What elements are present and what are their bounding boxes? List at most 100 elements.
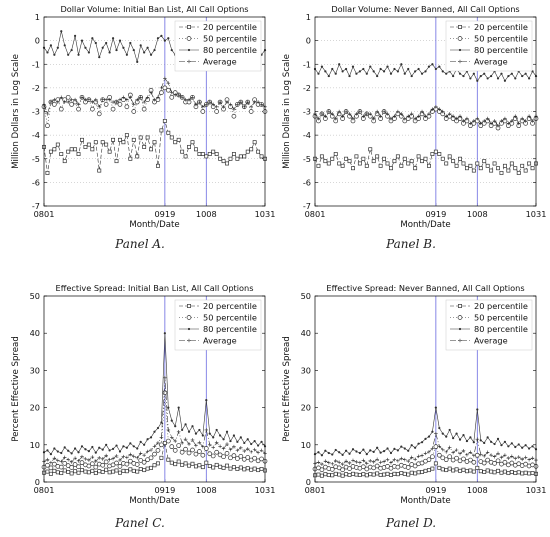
data-point	[117, 102, 123, 107]
data-point	[93, 140, 98, 145]
data-point	[69, 460, 74, 464]
data-point	[235, 156, 240, 161]
data-point	[136, 447, 139, 450]
data-point	[458, 451, 462, 456]
data-point	[173, 462, 178, 467]
data-point	[327, 460, 331, 465]
data-point	[173, 93, 178, 97]
data-point	[231, 465, 236, 470]
data-point	[500, 444, 503, 447]
data-point	[152, 444, 157, 449]
data-point	[389, 472, 393, 477]
data-point	[200, 452, 206, 458]
data-point	[142, 468, 147, 473]
data-point	[67, 53, 70, 56]
data-point	[376, 74, 379, 78]
data-point	[468, 121, 473, 126]
data-point	[176, 93, 181, 97]
data-point	[351, 166, 355, 171]
x-tick-label: 1008	[196, 209, 217, 219]
data-point	[221, 446, 226, 451]
data-point	[371, 460, 376, 464]
data-point	[378, 460, 383, 465]
data-point	[45, 170, 50, 175]
data-point	[427, 435, 431, 438]
data-point	[149, 465, 153, 470]
data-point	[503, 79, 507, 82]
data-point	[458, 468, 462, 473]
data-point	[441, 432, 444, 435]
data-point	[73, 447, 77, 450]
x-tick-label: 1031	[526, 485, 547, 495]
data-point	[461, 467, 466, 472]
data-point	[513, 471, 518, 476]
data-point	[389, 460, 393, 465]
data-point	[454, 163, 459, 168]
legend-label: 50 percentile	[474, 34, 528, 44]
data-point	[420, 159, 424, 164]
data-point	[438, 65, 441, 68]
data-point	[170, 419, 173, 422]
data-point	[245, 447, 250, 451]
data-point	[145, 457, 150, 463]
data-point	[128, 452, 133, 457]
data-point	[141, 459, 147, 465]
data-point	[166, 428, 171, 432]
data-point	[461, 119, 466, 123]
data-point	[89, 106, 95, 112]
data-point	[372, 450, 375, 453]
data-point	[260, 440, 263, 443]
series-2	[41, 390, 268, 471]
data-point	[187, 144, 191, 149]
data-point	[169, 435, 174, 440]
data-point	[506, 471, 511, 476]
data-point	[221, 465, 226, 470]
data-point	[378, 472, 383, 477]
data-point	[252, 455, 257, 461]
data-point	[524, 444, 527, 447]
data-point	[402, 156, 407, 161]
y-tick-label: 10	[30, 440, 40, 450]
data-point	[211, 102, 216, 107]
data-point	[385, 471, 390, 476]
data-point	[344, 156, 349, 161]
data-point	[385, 161, 390, 166]
data-point	[444, 114, 449, 119]
data-point	[374, 463, 380, 469]
data-point	[201, 104, 205, 109]
data-point	[316, 460, 321, 465]
data-point	[382, 70, 386, 73]
data-point	[451, 114, 455, 119]
data-point	[447, 454, 453, 460]
data-point	[55, 142, 60, 147]
legend-label: 80 percentile	[474, 324, 528, 334]
data-point	[317, 72, 320, 75]
data-point	[509, 470, 514, 474]
data-point	[197, 463, 202, 468]
data-point	[376, 446, 379, 449]
data-point	[169, 460, 174, 465]
data-point	[83, 97, 88, 102]
data-point	[523, 461, 528, 467]
data-point	[430, 466, 435, 471]
data-point	[131, 468, 136, 473]
data-point	[499, 455, 504, 460]
y-tick-label: 30	[30, 365, 40, 375]
data-point	[259, 448, 264, 453]
data-point	[242, 449, 247, 453]
data-point	[427, 112, 431, 116]
data-point	[531, 445, 534, 448]
data-point	[503, 440, 507, 443]
data-point	[520, 163, 525, 168]
data-point	[527, 161, 532, 166]
data-point	[59, 471, 64, 476]
chart-panel-3: Effective Spread: Initial Ban List, All …	[11, 283, 275, 506]
data-point	[76, 464, 81, 470]
data-point	[492, 470, 497, 475]
data-point	[118, 470, 122, 475]
data-point	[250, 442, 253, 446]
data-point	[183, 446, 188, 452]
data-point	[357, 161, 362, 166]
data-point	[58, 464, 64, 470]
data-point	[485, 468, 490, 473]
